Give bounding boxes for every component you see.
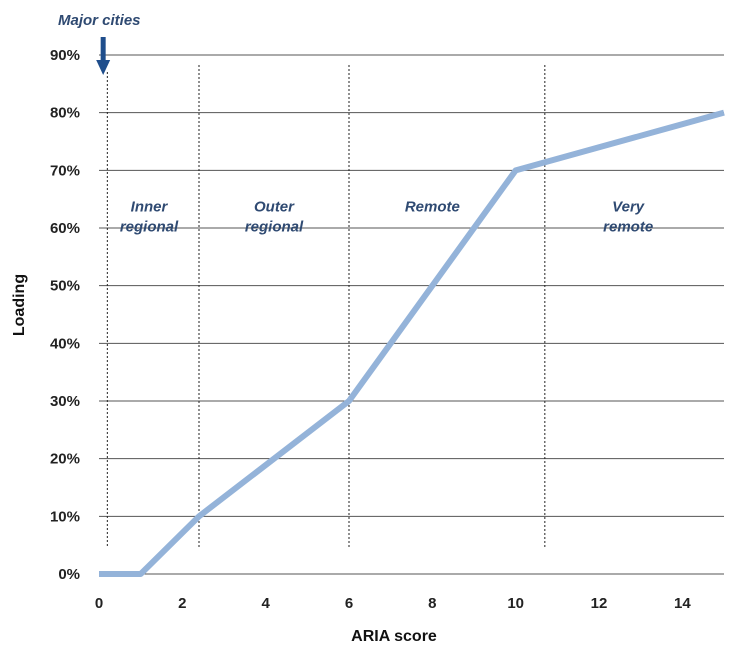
major-cities-annotation: Major cities (58, 12, 141, 75)
x-tick-label: 8 (428, 595, 436, 612)
annotation-label: Major cities (58, 12, 141, 29)
region-label: regional (120, 219, 179, 236)
arrow-head (96, 60, 111, 75)
y-tick-label: 90% (50, 47, 80, 64)
region-label: Very (612, 199, 645, 216)
x-tick-label: 0 (95, 595, 103, 612)
y-tick-label: 30% (50, 393, 80, 410)
y-tick-label: 20% (50, 451, 80, 468)
x-axis-title: ARIA score (351, 628, 437, 645)
region-dividers (106, 65, 546, 548)
y-axis-title: Loading (11, 274, 28, 336)
region-label: remote (603, 219, 653, 236)
y-tick-label: 70% (50, 162, 80, 179)
y-tick-label: 80% (50, 105, 80, 122)
series-group (99, 109, 725, 577)
region-labels: Inner regional Outer regional Remote Very remo… (120, 199, 653, 236)
x-tick-label: 6 (345, 595, 353, 612)
region-label: Outer (254, 199, 295, 216)
region-label: Inner (131, 199, 169, 216)
y-tick-label: 40% (50, 335, 80, 352)
y-tick-label: 60% (50, 220, 80, 237)
x-tick-label: 12 (591, 595, 608, 612)
region-label: regional (245, 219, 304, 236)
region-label: Remote (405, 199, 460, 216)
x-tick-labels: 0 2 4 6 8 10 12 14 (95, 595, 692, 612)
x-tick-label: 14 (674, 595, 691, 612)
series-line (99, 109, 725, 577)
down-arrow-icon (96, 37, 111, 75)
y-tick-label: 0% (58, 566, 80, 583)
y-tick-labels: 0% 10% 20% 30% 40% 50% 60% 70% 80% 90% (50, 47, 80, 583)
x-tick-label: 10 (507, 595, 524, 612)
y-tick-label: 10% (50, 508, 80, 525)
x-tick-label: 4 (261, 595, 270, 612)
y-tick-label: 50% (50, 278, 80, 295)
x-tick-label: 2 (178, 595, 186, 612)
